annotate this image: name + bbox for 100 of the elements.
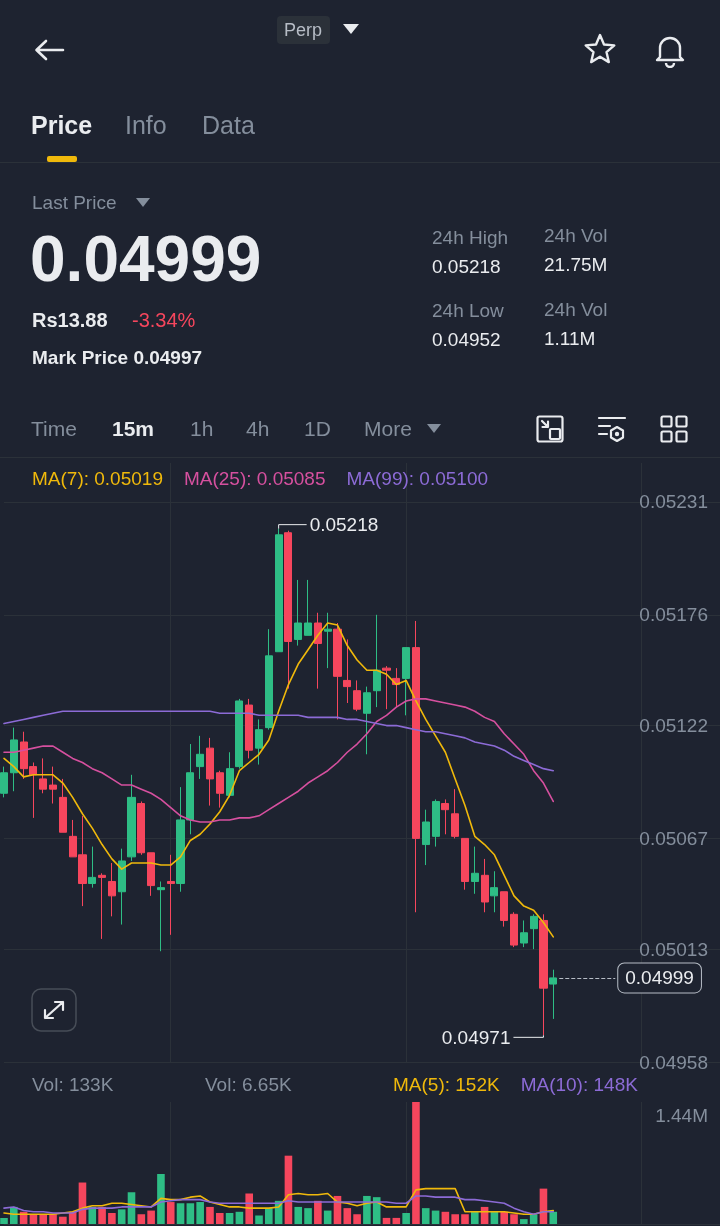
ref-line-label: 0.04999 — [625, 967, 694, 989]
text: 1D — [304, 416, 331, 442]
text: 0.04952 — [432, 329, 501, 351]
candlestick — [39, 757, 47, 794]
text: Rs13.88 — [32, 308, 108, 332]
candlestick — [324, 612, 332, 669]
candlestick — [530, 913, 538, 950]
text: 0.05218 — [432, 256, 501, 278]
y-tick-label: 0.04958 — [639, 1051, 708, 1073]
bar — [382, 1217, 391, 1224]
bar — [353, 1214, 361, 1224]
candlestick — [510, 911, 518, 948]
candlestick — [500, 891, 508, 928]
candlestick — [245, 698, 253, 759]
candlestick — [353, 679, 361, 712]
bar — [0, 1217, 8, 1224]
y-tick-label: 0.05176 — [639, 604, 708, 626]
candlestick — [167, 854, 175, 936]
bar — [59, 1216, 67, 1224]
bar — [372, 1197, 381, 1224]
candlestick — [549, 969, 557, 1020]
bar — [147, 1210, 155, 1224]
bar — [176, 1203, 185, 1224]
candlestick — [216, 770, 224, 809]
text: MA(5): 152K — [393, 1073, 500, 1095]
bar — [49, 1214, 57, 1224]
annotation: 0.04971 — [441, 1026, 511, 1048]
bar — [343, 1208, 352, 1224]
bar — [421, 1208, 430, 1224]
text: 1.44M — [655, 1104, 708, 1126]
bar — [392, 1217, 401, 1224]
candlestick — [226, 751, 234, 798]
bar — [255, 1215, 263, 1224]
bar — [108, 1213, 116, 1224]
bar — [402, 1213, 410, 1224]
candlestick — [265, 628, 273, 731]
bar — [265, 1208, 273, 1224]
bar — [215, 1213, 224, 1224]
bar — [461, 1214, 469, 1224]
bar — [470, 1211, 479, 1224]
text: Mark Price 0.04997 — [32, 347, 203, 369]
candlestick — [314, 612, 322, 690]
candlestick — [294, 579, 302, 647]
candlestick — [363, 686, 371, 755]
candlestick — [206, 737, 214, 807]
line-series — [3, 698, 555, 823]
candlestick — [333, 622, 342, 720]
text: 1h — [190, 416, 214, 442]
text: Info — [125, 110, 167, 140]
candlestick — [196, 735, 204, 780]
candlestick — [412, 620, 420, 913]
annotation: 0.05218 — [309, 514, 379, 536]
bar — [196, 1202, 204, 1224]
bar — [137, 1214, 146, 1224]
candlestick — [422, 809, 430, 866]
candlestick — [343, 638, 351, 704]
bar — [510, 1214, 518, 1224]
y-tick-label: 0.05013 — [639, 938, 708, 960]
bar — [166, 1202, 175, 1224]
text: MA(7): 0.05019 — [32, 467, 163, 489]
candlestick — [147, 852, 155, 897]
bar — [304, 1208, 312, 1224]
bar — [294, 1206, 303, 1224]
bar — [88, 1206, 97, 1224]
candlestick — [59, 778, 67, 833]
candlestick — [108, 862, 116, 917]
candlestick — [284, 530, 292, 690]
text: Vol: 6.65K — [205, 1073, 292, 1095]
line-series — [3, 710, 555, 772]
candlestick — [275, 528, 283, 653]
bar — [117, 1209, 126, 1224]
bar — [520, 1219, 528, 1224]
candlestick — [373, 614, 381, 708]
text: Time — [31, 416, 77, 442]
text: MA(25): 0.05085 — [183, 467, 326, 489]
bar — [412, 1102, 420, 1224]
bar — [549, 1211, 558, 1224]
bar — [441, 1211, 450, 1224]
candlestick — [49, 766, 57, 805]
candlestick — [137, 800, 145, 856]
y-tick-label: 0.05231 — [639, 491, 708, 513]
candlestick — [432, 798, 440, 848]
candlestick — [98, 872, 106, 940]
text: 24h Vol — [544, 225, 608, 247]
candlestick — [255, 718, 263, 766]
bar — [186, 1203, 195, 1224]
candlestick — [539, 913, 548, 1036]
text: MA(99): 0.05100 — [346, 467, 489, 489]
bar — [206, 1206, 214, 1224]
text: 0.04999 — [30, 223, 262, 297]
candlestick — [451, 788, 459, 839]
text: Vol: 133K — [32, 1073, 114, 1095]
bar — [500, 1211, 509, 1224]
candlestick — [127, 774, 136, 862]
bar — [451, 1214, 459, 1224]
text: MA(10): 148K — [520, 1073, 639, 1095]
candlestick — [461, 837, 469, 891]
bar — [39, 1214, 48, 1224]
text: More — [364, 416, 412, 442]
text: 24h Low — [432, 300, 504, 322]
